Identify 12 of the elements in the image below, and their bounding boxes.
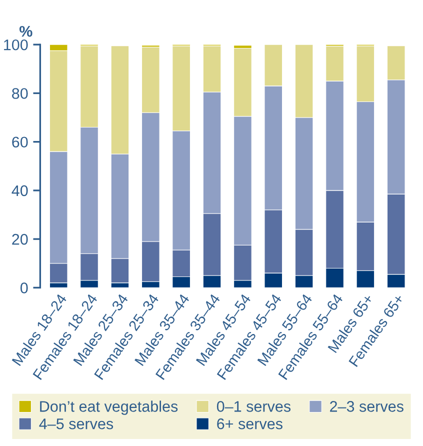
y-tick-label: 100 <box>4 39 28 50</box>
legend-label: 0–1 serves <box>216 401 291 412</box>
legend-label: 6+ serves <box>217 418 282 430</box>
y-tick-label: 60 <box>12 136 28 148</box>
legend-label: 2–3 serves <box>330 401 404 412</box>
legend-label: 4–5 serves <box>39 418 114 430</box>
y-tick-label: 0 <box>20 282 28 294</box>
y-tick-label: 40 <box>12 185 28 196</box>
y-tick-label: 20 <box>12 234 28 245</box>
y-axis-title: % <box>19 26 32 37</box>
y-tick-label: 80 <box>12 88 28 99</box>
legend-label: Don’t eat vegetables <box>40 400 178 415</box>
